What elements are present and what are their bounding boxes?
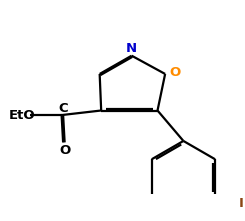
Text: EtO: EtO bbox=[9, 109, 35, 122]
Text: O: O bbox=[169, 66, 181, 79]
Text: N: N bbox=[126, 42, 137, 55]
Text: I: I bbox=[238, 197, 243, 210]
Text: C: C bbox=[58, 103, 68, 116]
Text: O: O bbox=[59, 144, 70, 157]
